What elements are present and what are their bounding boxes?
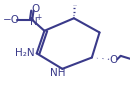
Text: +: +: [36, 13, 42, 22]
Text: N: N: [30, 17, 38, 27]
Text: O: O: [31, 4, 39, 14]
Text: NH: NH: [50, 68, 66, 78]
Text: O: O: [110, 55, 118, 65]
Text: −O: −O: [3, 15, 20, 25]
Text: —: —: [72, 3, 77, 7]
Text: H₂N: H₂N: [15, 48, 34, 58]
